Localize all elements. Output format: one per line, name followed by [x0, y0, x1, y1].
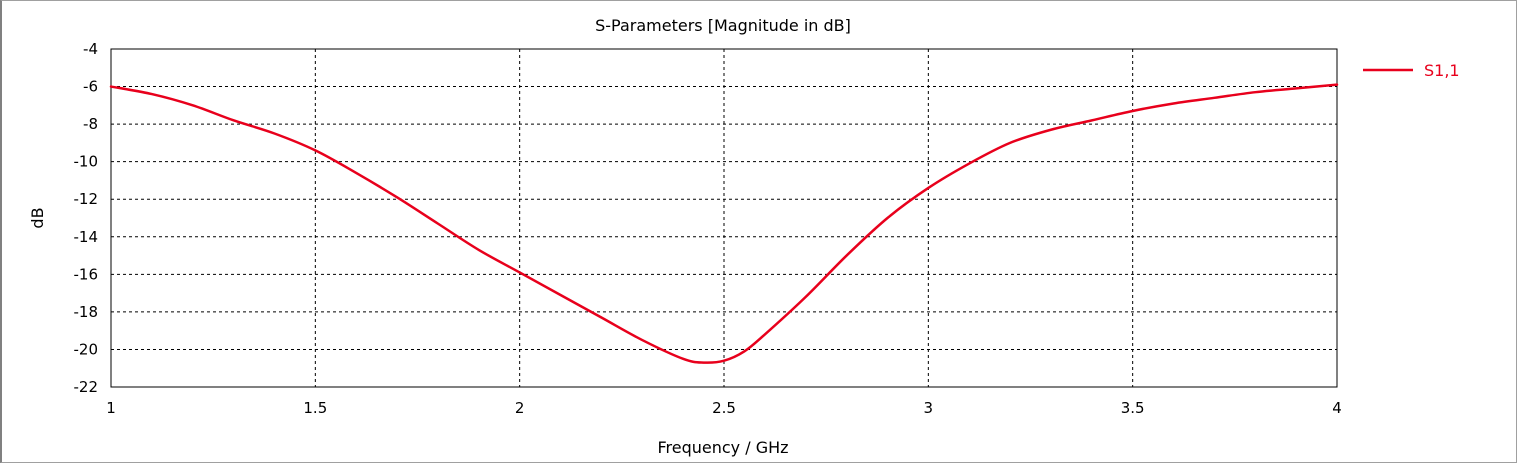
chart-title: S-Parameters [Magnitude in dB]	[595, 16, 851, 35]
y-tick-label: -20	[74, 340, 99, 358]
x-tick-label: 1	[106, 399, 116, 417]
y-axis-ticks: -4 -6 -8 -10 -12 -14 -16 -18 -20 -22	[74, 40, 99, 396]
y-tick-label: -14	[74, 228, 99, 246]
y-tick-label: -16	[74, 265, 99, 283]
y-tick-label: -10	[74, 153, 99, 171]
x-tick-label: 2	[515, 399, 525, 417]
x-tick-label: 1.5	[303, 399, 327, 417]
y-axis-label: dB	[28, 207, 47, 228]
y-tick-label: -18	[74, 303, 99, 321]
y-tick-label: -4	[83, 40, 98, 58]
y-tick-label: -22	[74, 378, 99, 396]
x-tick-label: 3.5	[1121, 399, 1145, 417]
x-axis-label: Frequency / GHz	[657, 438, 788, 457]
plot-area	[110, 48, 1338, 388]
x-axis-ticks: 1 1.5 2 2.5 3 3.5 4	[106, 399, 1342, 417]
x-tick-label: 4	[1332, 399, 1342, 417]
y-tick-label: -6	[83, 78, 98, 96]
series-layer	[109, 83, 1339, 364]
legend[interactable]: S1,1	[1363, 61, 1460, 80]
series-line-s11[interactable]	[109, 83, 1339, 364]
y-tick-label: -8	[83, 115, 98, 133]
legend-label-s11: S1,1	[1424, 61, 1460, 80]
x-tick-label: 3	[924, 399, 934, 417]
x-tick-label: 2.5	[712, 399, 736, 417]
y-tick-label: -12	[74, 190, 99, 208]
grid-lines	[111, 49, 1337, 387]
